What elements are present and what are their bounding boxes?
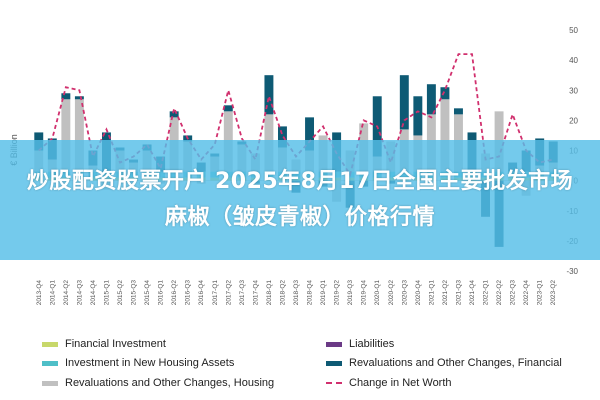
x-tick-label: 2014-Q3: [76, 280, 83, 306]
chart-legend: Financial Investment Liabilities Investmen…: [0, 334, 600, 394]
bar-segment: [61, 93, 71, 100]
legend-item: Liabilities: [326, 336, 394, 352]
x-tick-label: 2018-Q4: [307, 280, 314, 306]
x-tick-label: 2022-Q2: [496, 280, 503, 306]
bar-segment: [426, 84, 436, 115]
legend-swatch: [326, 341, 342, 347]
bar-segment: [74, 99, 84, 172]
legend-swatch: [326, 382, 342, 384]
x-tick-label: 2020-Q1: [374, 280, 381, 306]
x-tick-label: 2014-Q2: [63, 280, 70, 306]
bar-segment: [277, 126, 287, 148]
x-tick-label: 2015-Q1: [103, 280, 110, 306]
x-tick-label: 2019-Q3: [347, 280, 354, 306]
x-tick-label: 2016-Q1: [158, 280, 165, 306]
x-tick-label: 2021-Q2: [442, 280, 449, 306]
x-tick-label: 2013-Q4: [36, 280, 43, 306]
legend-swatch: [42, 360, 58, 366]
legend-label: Investment in New Housing Assets: [65, 357, 235, 369]
legend-label: Change in Net Worth: [349, 377, 452, 389]
bar-segment: [74, 96, 84, 100]
x-tick-label: 2015-Q2: [117, 280, 124, 306]
x-tick-label: 2016-Q2: [171, 280, 178, 306]
legend-label: Revaluations and Other Changes, Housing: [65, 377, 275, 389]
x-tick-label: 2018-Q2: [279, 280, 286, 306]
bar-segment: [440, 99, 450, 172]
x-tick-label: 2022-Q1: [483, 280, 490, 306]
legend-item: Investment in New Housing Assets: [42, 355, 234, 371]
x-tick-label: 2015-Q3: [131, 280, 138, 306]
bar-segment: [61, 99, 71, 172]
x-tick-label: 2017-Q2: [225, 280, 232, 306]
x-tick-label: 2014-Q1: [49, 280, 56, 306]
x-tick-label: 2019-Q2: [334, 280, 341, 306]
y-tick-label: 30: [569, 86, 578, 95]
y-tick-label: -30: [566, 267, 578, 276]
x-tick-label: 2018-Q1: [266, 280, 273, 306]
y-tick-label: 40: [569, 56, 578, 65]
x-tick-label: 2015-Q4: [144, 280, 151, 306]
y-tick-label: 50: [569, 26, 578, 35]
x-tick-label: 2019-Q1: [320, 280, 327, 306]
bar-segment: [440, 87, 450, 100]
x-tick-label: 2020-Q3: [401, 280, 408, 306]
overlay-banner: 炒股配资股票开户 2025年8月17日全国主要批发市场麻椒（皱皮青椒）价格行情: [0, 140, 600, 260]
y-tick-label: 20: [569, 116, 578, 125]
x-tick-label: 2018-Q3: [293, 280, 300, 306]
x-tick-label: 2022-Q3: [510, 280, 517, 306]
x-tick-label: 2021-Q1: [428, 280, 435, 306]
legend-swatch: [42, 341, 58, 347]
bar-segment: [169, 111, 179, 118]
x-tick-label: 2019-Q4: [361, 280, 368, 306]
legend-item: Change in Net Worth: [326, 375, 452, 391]
x-tick-label: 2017-Q3: [239, 280, 246, 306]
bar-segment: [399, 75, 409, 130]
x-tick-label: 2017-Q4: [252, 280, 259, 306]
bar-segment: [413, 96, 423, 136]
legend-item: Revaluations and Other Changes, Housing: [42, 375, 274, 391]
x-tick-label: 2023-Q2: [550, 280, 557, 306]
x-tick-label: 2022-Q4: [523, 280, 530, 306]
banner-title: 炒股配资股票开户 2025年8月17日全国主要批发市场麻椒（皱皮青椒）价格行情: [26, 169, 574, 230]
x-tick-label: 2016-Q4: [198, 280, 205, 306]
bar-segment: [223, 105, 233, 112]
bar-segment: [264, 75, 274, 115]
bar-segment: [305, 117, 315, 151]
x-tick-label: 2021-Q3: [455, 280, 462, 306]
legend-swatch: [326, 360, 342, 366]
legend-label: Liabilities: [349, 338, 395, 350]
x-tick-label: 2016-Q3: [185, 280, 192, 306]
legend-label: Financial Investment: [65, 338, 166, 350]
x-tick-label: 2017-Q1: [212, 280, 219, 306]
x-tick-label: 2014-Q4: [90, 280, 97, 306]
legend-item: Revaluations and Other Changes, Financia…: [326, 355, 562, 371]
legend-item: Financial Investment: [42, 336, 166, 352]
legend-label: Revaluations and Other Changes, Financia…: [349, 357, 562, 369]
x-tick-label: 2023-Q1: [537, 280, 544, 306]
legend-swatch: [42, 380, 58, 386]
x-tick-label: 2020-Q4: [415, 280, 422, 306]
x-tick-label: 2020-Q2: [388, 280, 395, 306]
bar-segment: [453, 108, 463, 115]
x-tick-label: 2021-Q4: [469, 280, 476, 306]
